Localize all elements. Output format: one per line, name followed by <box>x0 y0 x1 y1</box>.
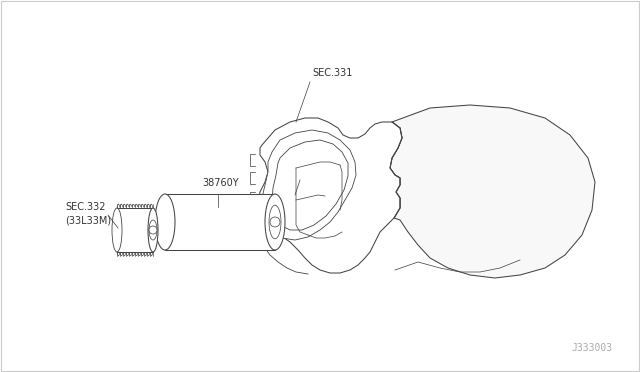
Circle shape <box>270 217 280 227</box>
Polygon shape <box>117 208 153 252</box>
Polygon shape <box>258 118 402 273</box>
Polygon shape <box>390 105 595 278</box>
Text: 38760Y: 38760Y <box>202 178 239 188</box>
Polygon shape <box>272 140 348 230</box>
Text: J333003: J333003 <box>572 343 612 353</box>
Ellipse shape <box>149 220 157 240</box>
Text: SEC.331: SEC.331 <box>312 68 353 78</box>
Polygon shape <box>165 194 275 250</box>
Circle shape <box>149 226 157 234</box>
Ellipse shape <box>265 194 285 250</box>
Polygon shape <box>262 130 356 240</box>
Ellipse shape <box>155 194 175 250</box>
Ellipse shape <box>269 205 281 239</box>
Text: SEC.332
(33L33M): SEC.332 (33L33M) <box>65 202 111 225</box>
Ellipse shape <box>148 208 158 252</box>
Ellipse shape <box>112 208 122 252</box>
